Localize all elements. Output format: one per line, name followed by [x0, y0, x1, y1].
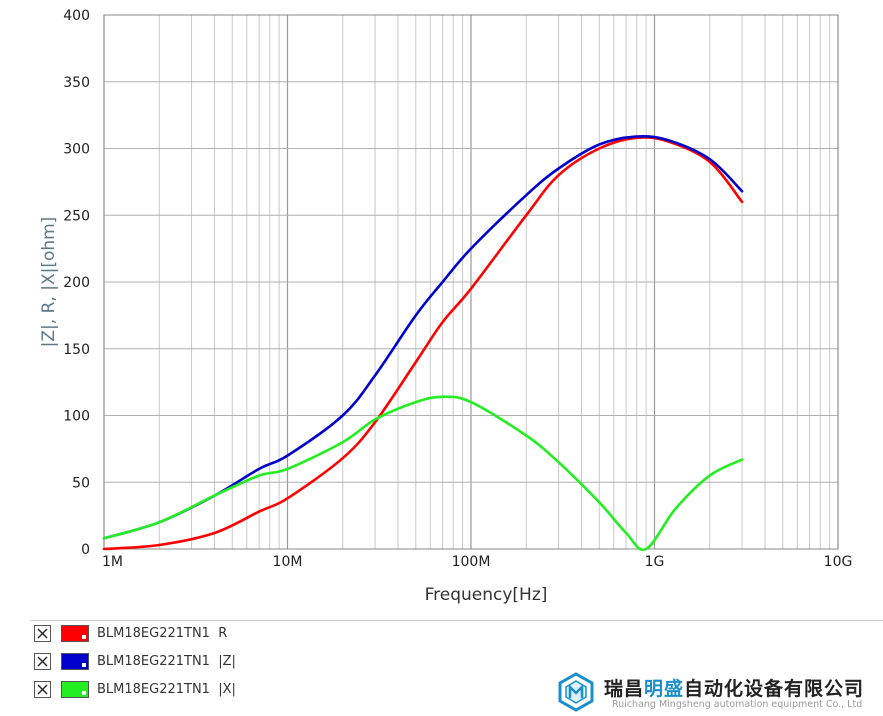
company-watermark: 瑞昌明盛自动化设备有限公司 Ruichang Mingsheng automat…: [556, 670, 876, 714]
x-tick-label: 10G: [824, 554, 853, 570]
plot-border: [103, 14, 839, 550]
company-logo-icon: [558, 672, 594, 712]
y-tick-label: 250: [63, 208, 90, 224]
x-tick-label: 1M: [102, 554, 123, 570]
legend-item-x[interactable]: BLM18EG221TN1 |X|: [30, 678, 236, 700]
legend-panel: BLM18EG221TN1 R BLM18EG221TN1 |Z| BLM18E…: [30, 620, 883, 711]
legend-item-z[interactable]: BLM18EG221TN1 |Z|: [30, 650, 236, 672]
legend-swatch-z: [61, 652, 89, 670]
x-tick-label: 100M: [452, 554, 491, 570]
legend-checkbox-x[interactable]: [34, 680, 51, 698]
close-icon: [37, 656, 48, 666]
legend-checkbox-r[interactable]: [34, 624, 51, 642]
y-tick-label: 100: [63, 409, 90, 425]
series-x-line: [102, 395, 744, 552]
y-tick-label: 50: [72, 475, 90, 491]
y-tick-label: 200: [63, 275, 90, 291]
y-tick-label: 150: [63, 342, 90, 358]
legend-item-r[interactable]: BLM18EG221TN1 R: [30, 622, 227, 644]
close-icon: [37, 628, 48, 638]
close-icon: [37, 684, 48, 694]
x-tick-label: 10M: [273, 554, 303, 570]
legend-swatch-x: [61, 680, 89, 698]
series-z-line: [102, 134, 744, 540]
company-name-en: Ruichang Mingsheng automation equipment …: [612, 699, 863, 710]
y-tick-label: 300: [63, 142, 90, 158]
legend-label-x: BLM18EG221TN1 |X|: [97, 681, 236, 697]
company-name-cn: 瑞昌明盛自动化设备有限公司: [604, 678, 865, 700]
legend-swatch-r: [61, 624, 89, 642]
impedance-chart: 0 50 100 150 200 250 300 350 400 1M 10M 100M 1G 10G Fr…: [39, 8, 853, 605]
x-axis-label: Frequency[Hz]: [425, 585, 548, 605]
y-tick-label: 400: [63, 8, 90, 24]
y-axis-label: |Z|, R, |X|[ohm]: [39, 217, 59, 348]
legend-label-z: BLM18EG221TN1 |Z|: [97, 653, 236, 669]
legend-label-r: BLM18EG221TN1 R: [97, 625, 228, 641]
y-tick-label: 350: [63, 75, 90, 91]
x-tick-label: 1G: [645, 554, 665, 570]
legend-checkbox-z[interactable]: [34, 652, 51, 670]
y-tick-label: 0: [81, 542, 90, 558]
